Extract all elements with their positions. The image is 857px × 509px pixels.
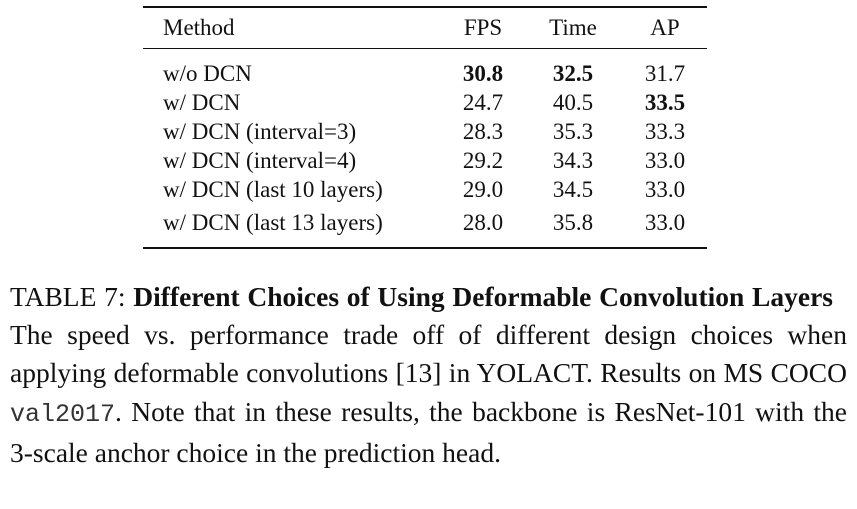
table-cell: w/o DCN [163,61,252,86]
table-cell: 35.8 [552,210,594,235]
table-cell: 35.3 [552,119,594,144]
header-rule [143,48,707,49]
table-cell: 24.7 [462,90,504,115]
table-cell: 31.7 [644,61,686,86]
table-cell: 34.3 [552,148,594,173]
caption-text: The speed vs. performance trade off of d… [10,319,847,389]
table-cell: 33.0 [644,210,686,235]
table-cell: 30.8 [462,61,504,86]
table-cell: 29.0 [462,177,504,202]
table: Method FPS Time AP w/o DCN 30.8 32.5 31.7 w/ DCN… [143,6,707,249]
caption-label: TABLE 7: [10,281,126,312]
table-cell: 33.0 [644,148,686,173]
table-cell: 28.3 [462,119,504,144]
table-cell: 33.3 [644,119,686,144]
header-cell: AP [650,15,680,40]
table-cell: w/ DCN (last 10 layers) [163,177,383,202]
table-cell: 33.0 [644,177,686,202]
table-cell: w/ DCN (interval=4) [163,148,357,173]
table-cell: w/ DCN [163,90,241,115]
table-cell: 40.5 [552,90,594,115]
header-cell: Time [549,15,597,40]
caption: TABLE 7: Different Choices of Using Defo… [10,278,847,472]
table-cell: 29.2 [462,148,504,173]
table-cell: w/ DCN (interval=3) [163,119,357,144]
header-cell: Method [163,15,235,40]
table-cell: 32.5 [552,61,594,86]
caption-text: . Note that in these results, the backbo… [10,395,847,468]
table-cell: 34.5 [552,177,594,202]
caption-title: Different Choices of Using Deformable Co… [133,281,833,312]
table-cell: w/ DCN (last 13 layers) [163,210,383,235]
table-cell: 28.0 [462,210,504,235]
bottom-rule [143,247,707,249]
header-cell: FPS [463,15,503,40]
top-rule [143,6,707,8]
table-cell: 33.5 [644,90,686,115]
caption-code: val2017 [10,399,116,429]
